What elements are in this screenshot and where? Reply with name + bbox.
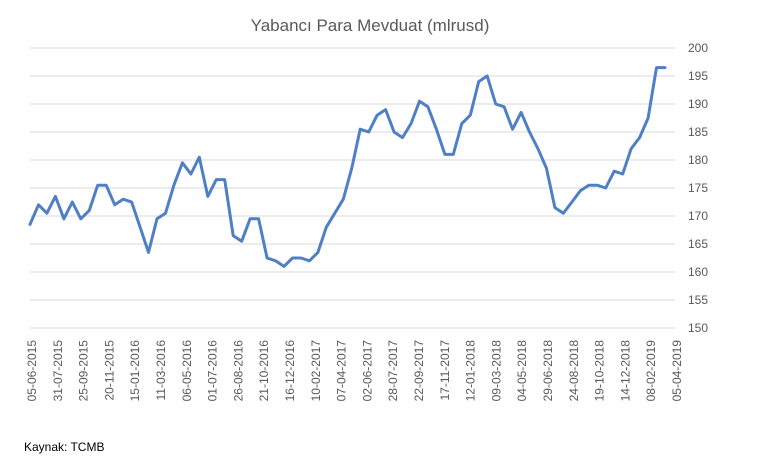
x-tick-label: 19-10-2018: [593, 340, 607, 402]
y-tick-label: 170: [688, 209, 708, 223]
y-tick-label: 180: [688, 153, 708, 167]
x-tick-label: 02-06-2017: [360, 340, 374, 402]
y-tick-label: 200: [688, 41, 708, 55]
source-note: Kaynak: TCMB: [24, 440, 105, 454]
x-tick-label: 31-07-2015: [51, 340, 65, 402]
x-tick-label: 26-08-2016: [231, 340, 245, 402]
x-tick-label: 22-09-2017: [412, 340, 426, 402]
x-tick-label: 25-09-2015: [77, 340, 91, 402]
x-tick-label: 05-06-2015: [25, 340, 39, 402]
y-tick-label: 160: [688, 265, 708, 279]
x-tick-label: 24-08-2018: [567, 340, 581, 402]
series-line: [28, 66, 667, 268]
x-tick-label: 20-11-2015: [102, 340, 116, 401]
x-tick-label: 08-02-2019: [644, 340, 658, 402]
x-tick-label: 29-06-2018: [541, 340, 555, 402]
x-tick-label: 10-02-2017: [309, 340, 323, 402]
y-tick-label: 150: [688, 321, 708, 335]
x-tick-label: 28-07-2017: [386, 340, 400, 402]
chart-title: Yabancı Para Mevduat (mlrusd): [250, 16, 490, 35]
x-tick-label: 11-03-2016: [154, 340, 168, 401]
x-tick-label: 01-07-2016: [206, 340, 220, 402]
x-tick-label: 16-12-2016: [283, 340, 297, 402]
y-tick-label: 185: [688, 125, 708, 139]
x-tick-label: 06-05-2016: [180, 340, 194, 402]
y-tick-label: 190: [688, 97, 708, 111]
y-tick-label: 175: [688, 181, 708, 195]
x-tick-label: 12-01-2018: [464, 340, 478, 402]
x-tick-label: 14-12-2018: [618, 340, 632, 402]
x-tick-label: 21-10-2016: [257, 340, 271, 402]
x-tick-label: 04-05-2018: [515, 340, 529, 402]
y-tick-label: 195: [688, 69, 708, 83]
x-tick-label: 09-03-2018: [489, 340, 503, 402]
x-tick-label: 15-01-2016: [128, 340, 142, 402]
x-tick-label: 17-11-2017: [438, 340, 452, 401]
y-tick-label: 155: [688, 293, 708, 307]
y-tick-label: 165: [688, 237, 708, 251]
x-tick-label: 07-04-2017: [335, 340, 349, 402]
x-tick-label: 05-04-2019: [670, 340, 684, 402]
